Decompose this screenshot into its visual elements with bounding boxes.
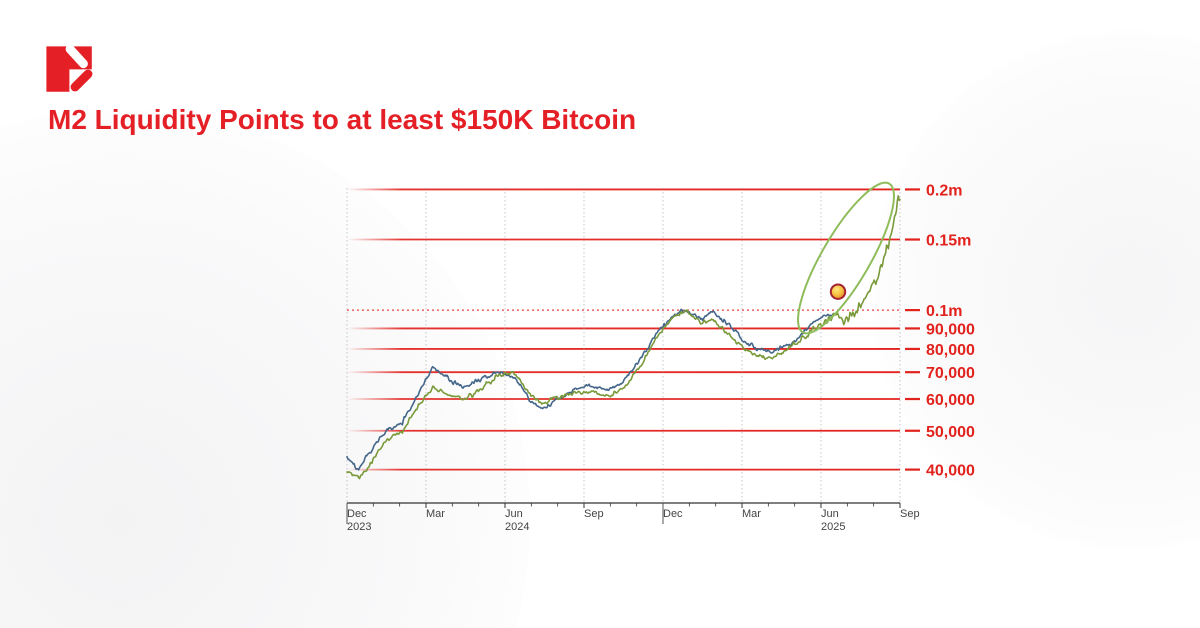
svg-text:40,000: 40,000 <box>926 463 975 480</box>
svg-text:60,000: 60,000 <box>926 392 975 409</box>
svg-text:Sep: Sep <box>584 508 604 520</box>
svg-text:50,000: 50,000 <box>926 424 975 441</box>
svg-text:Jun: Jun <box>821 508 839 520</box>
svg-text:Dec: Dec <box>663 508 683 520</box>
svg-text:Dec: Dec <box>347 508 367 520</box>
svg-text:2024: 2024 <box>505 521 529 533</box>
svg-text:Mar: Mar <box>742 508 761 520</box>
svg-text:Jun: Jun <box>505 508 523 520</box>
svg-text:90,000: 90,000 <box>926 321 975 338</box>
svg-text:70,000: 70,000 <box>926 365 975 382</box>
svg-text:0.15m: 0.15m <box>926 233 971 250</box>
svg-text:Mar: Mar <box>426 508 445 520</box>
svg-text:80,000: 80,000 <box>926 342 975 359</box>
svg-text:0.2m: 0.2m <box>926 182 962 199</box>
svg-text:2023: 2023 <box>347 521 371 533</box>
svg-text:Sep: Sep <box>900 508 920 520</box>
svg-text:0.1m: 0.1m <box>926 303 962 320</box>
svg-text:2025: 2025 <box>821 521 845 533</box>
